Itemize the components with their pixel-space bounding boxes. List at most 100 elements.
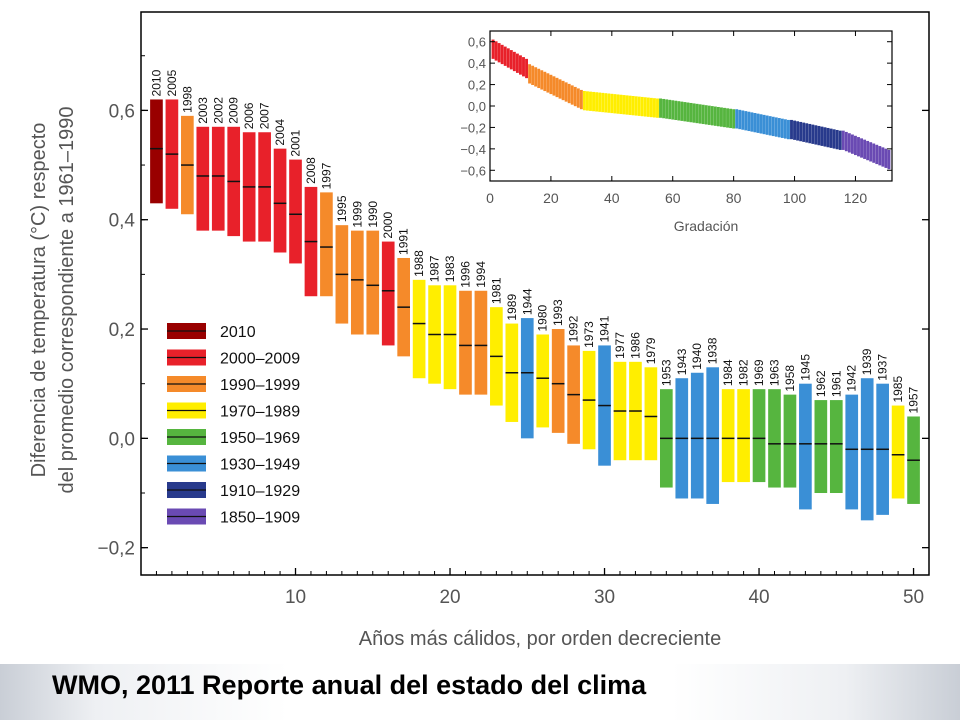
inset-x-tick-label: 120 (844, 190, 868, 206)
range-bar (690, 372, 704, 499)
inset-range-bar (561, 80, 565, 101)
year-label: 2002 (211, 97, 225, 124)
inset-range-bar (753, 112, 757, 133)
y-axis-title-line1: Diferencia de temperatura (°C) respecto (28, 123, 50, 478)
inset-range-bar (689, 102, 693, 123)
year-label: 1958 (783, 365, 797, 392)
inset-range-bar (525, 58, 528, 79)
legend-label: 2010 (220, 324, 256, 341)
year-label: 1997 (319, 162, 333, 189)
year-label: 1999 (350, 201, 364, 228)
inset-range-bar (771, 116, 775, 137)
inset-range-bar (674, 100, 678, 121)
inset-range-bar (866, 140, 870, 161)
year-label: 1944 (520, 288, 534, 315)
year-label: 2003 (196, 97, 210, 124)
inset-y-tick-label: −0,2 (460, 120, 486, 135)
inset-range-bar (841, 130, 845, 150)
year-label: 1990 (366, 201, 380, 228)
inset-range-bar (500, 44, 504, 65)
inset-x-tick-label: 40 (604, 190, 620, 206)
inset-range-bar (878, 146, 882, 166)
inset-range-bar (787, 119, 790, 140)
range-bar (381, 241, 395, 346)
inset-range-bar (869, 142, 873, 162)
inset-range-bar (729, 108, 733, 129)
inset-range-bar (723, 107, 726, 128)
inset-range-bar (683, 102, 687, 122)
inset-range-bar (637, 96, 641, 116)
footer-caption: WMO, 2011 Reporte anual del estado del c… (52, 670, 647, 700)
inset-range-bar (595, 92, 599, 112)
inset-range-bar (537, 68, 541, 89)
range-bar (768, 389, 781, 488)
inset-range-bar (793, 120, 796, 140)
inset-range-bar (704, 105, 708, 125)
inset-range-bar (649, 97, 653, 118)
inset-range-bar (634, 96, 638, 116)
range-bar (443, 285, 457, 390)
year-label: 2005 (165, 69, 179, 96)
inset-range-bar (860, 138, 863, 158)
range-bar (273, 148, 287, 253)
year-label: 2001 (289, 130, 303, 157)
inset-range-bar (671, 100, 675, 120)
year-label: 1957 (907, 386, 921, 413)
year-label: 2007 (258, 102, 272, 129)
inset-range-bar (808, 123, 812, 144)
inset-range-bar (653, 98, 656, 118)
y-tick-label: 0,6 (109, 101, 135, 122)
range-bar (520, 318, 534, 439)
range-bar (783, 394, 797, 488)
year-label: 1985 (891, 376, 905, 403)
inset-y-tick-label: 0,6 (468, 35, 486, 50)
legend-label: 1970–1989 (220, 404, 300, 421)
inset-range-bar (814, 125, 818, 145)
inset-range-bar (820, 126, 824, 146)
year-label: 1995 (335, 195, 349, 222)
year-label: 1979 (644, 337, 658, 364)
range-bar (412, 279, 426, 379)
year-label: 1987 (428, 255, 442, 282)
inset-range-bar (844, 131, 848, 152)
inset-range-bar (543, 71, 547, 92)
inset-range-bar (519, 55, 522, 75)
inset-range-bar (720, 107, 723, 127)
inset-y-tick-label: −0,4 (460, 142, 486, 157)
inset-range-bar (847, 133, 851, 153)
inset-range-bar (881, 147, 885, 167)
inset-range-bar (555, 77, 559, 98)
inset-range-bar (552, 76, 556, 96)
range-bar (211, 126, 225, 231)
inset-range-bar (668, 99, 672, 120)
inset-range-bar (512, 51, 516, 72)
range-bar (706, 367, 720, 504)
year-label: 1982 (737, 359, 751, 386)
year-label: 1942 (845, 365, 859, 392)
inset-range-bar (701, 104, 705, 125)
inset-range-bar (735, 109, 739, 129)
inset-range-bar (549, 74, 553, 95)
inset-range-bar (558, 79, 562, 99)
inset-range-bar (811, 124, 815, 144)
inset-range-bar (863, 139, 867, 159)
inset-range-bar (774, 117, 778, 137)
inset-range-bar (607, 93, 611, 113)
year-label: 1973 (582, 321, 596, 348)
inset-range-bar (854, 135, 857, 156)
year-label: 1961 (829, 370, 843, 397)
y-tick-label: 0,2 (109, 320, 135, 341)
inset-range-bar (744, 111, 748, 131)
range-bar (459, 290, 472, 395)
inset-range-bar (616, 94, 620, 114)
inset-range-bar (777, 118, 781, 138)
inset-y-tick-label: 0,0 (468, 99, 486, 114)
inset-range-bar (506, 48, 510, 68)
year-label: 1939 (860, 348, 874, 375)
year-label: 2010 (149, 69, 163, 96)
year-label: 2000 (381, 212, 395, 239)
year-label: 1969 (752, 359, 766, 386)
inset-range-bar (503, 46, 507, 66)
year-label: 1986 (628, 332, 642, 359)
